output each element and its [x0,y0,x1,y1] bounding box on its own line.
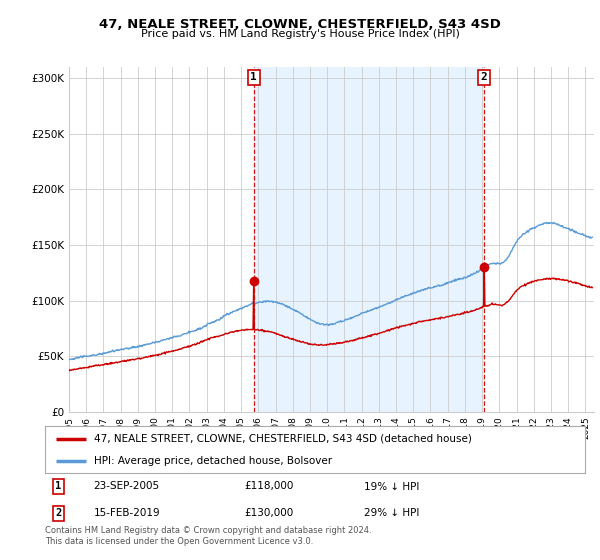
Text: 2: 2 [55,508,62,518]
Text: £130,000: £130,000 [245,508,294,518]
Text: £118,000: £118,000 [245,482,294,492]
Text: 19% ↓ HPI: 19% ↓ HPI [364,482,419,492]
Text: 29% ↓ HPI: 29% ↓ HPI [364,508,419,518]
Text: 23-SEP-2005: 23-SEP-2005 [94,482,160,492]
Text: Contains HM Land Registry data © Crown copyright and database right 2024.
This d: Contains HM Land Registry data © Crown c… [45,526,371,546]
Text: HPI: Average price, detached house, Bolsover: HPI: Average price, detached house, Bols… [94,456,332,466]
Text: 47, NEALE STREET, CLOWNE, CHESTERFIELD, S43 4SD (detached house): 47, NEALE STREET, CLOWNE, CHESTERFIELD, … [94,434,472,444]
Text: 1: 1 [250,72,257,82]
Text: 2: 2 [481,72,488,82]
Bar [254,67,484,412]
Text: Price paid vs. HM Land Registry's House Price Index (HPI): Price paid vs. HM Land Registry's House … [140,29,460,39]
Text: 15-FEB-2019: 15-FEB-2019 [94,508,160,518]
Text: 47, NEALE STREET, CLOWNE, CHESTERFIELD, S43 4SD: 47, NEALE STREET, CLOWNE, CHESTERFIELD, … [99,18,501,31]
Text: 1: 1 [55,482,62,492]
